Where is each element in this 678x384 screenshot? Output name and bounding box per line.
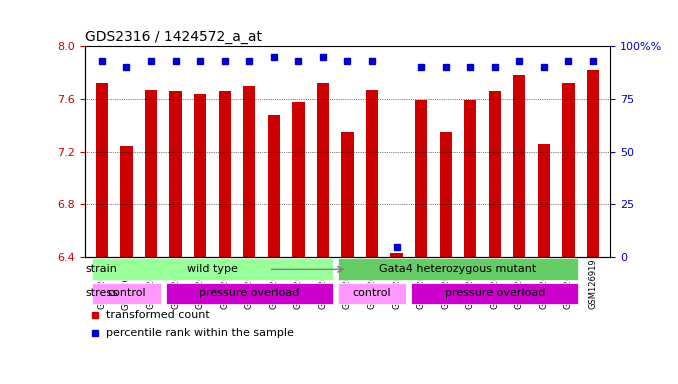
FancyBboxPatch shape <box>338 258 578 280</box>
Text: pressure overload: pressure overload <box>199 288 300 298</box>
Text: wild type: wild type <box>187 264 238 274</box>
Bar <box>268 115 280 257</box>
Bar <box>145 89 157 257</box>
Text: control: control <box>353 288 391 298</box>
Text: stress: stress <box>85 288 118 298</box>
Bar <box>341 132 354 257</box>
Text: Gata4 heterozygous mutant: Gata4 heterozygous mutant <box>380 264 536 274</box>
Bar <box>292 101 304 257</box>
Bar <box>391 253 403 257</box>
Bar <box>96 83 108 257</box>
Bar <box>464 100 477 257</box>
Text: pressure overload: pressure overload <box>445 288 545 298</box>
FancyBboxPatch shape <box>166 283 333 305</box>
FancyBboxPatch shape <box>92 258 333 280</box>
Bar <box>194 94 206 257</box>
Bar <box>121 146 133 257</box>
Bar <box>415 100 427 257</box>
Bar <box>587 70 599 257</box>
FancyBboxPatch shape <box>338 283 406 305</box>
Bar <box>562 83 574 257</box>
Bar <box>218 91 231 257</box>
Bar <box>513 75 525 257</box>
Bar <box>366 89 378 257</box>
Bar <box>538 144 550 257</box>
Bar <box>439 132 452 257</box>
Text: control: control <box>107 288 146 298</box>
Text: GDS2316 / 1424572_a_at: GDS2316 / 1424572_a_at <box>85 30 262 44</box>
Text: transformed count: transformed count <box>106 310 210 319</box>
FancyBboxPatch shape <box>92 283 161 305</box>
Text: strain: strain <box>85 264 117 274</box>
Bar <box>317 83 329 257</box>
Bar <box>243 86 256 257</box>
Bar <box>489 91 501 257</box>
FancyBboxPatch shape <box>412 283 578 305</box>
Bar <box>170 91 182 257</box>
Text: percentile rank within the sample: percentile rank within the sample <box>106 328 294 338</box>
